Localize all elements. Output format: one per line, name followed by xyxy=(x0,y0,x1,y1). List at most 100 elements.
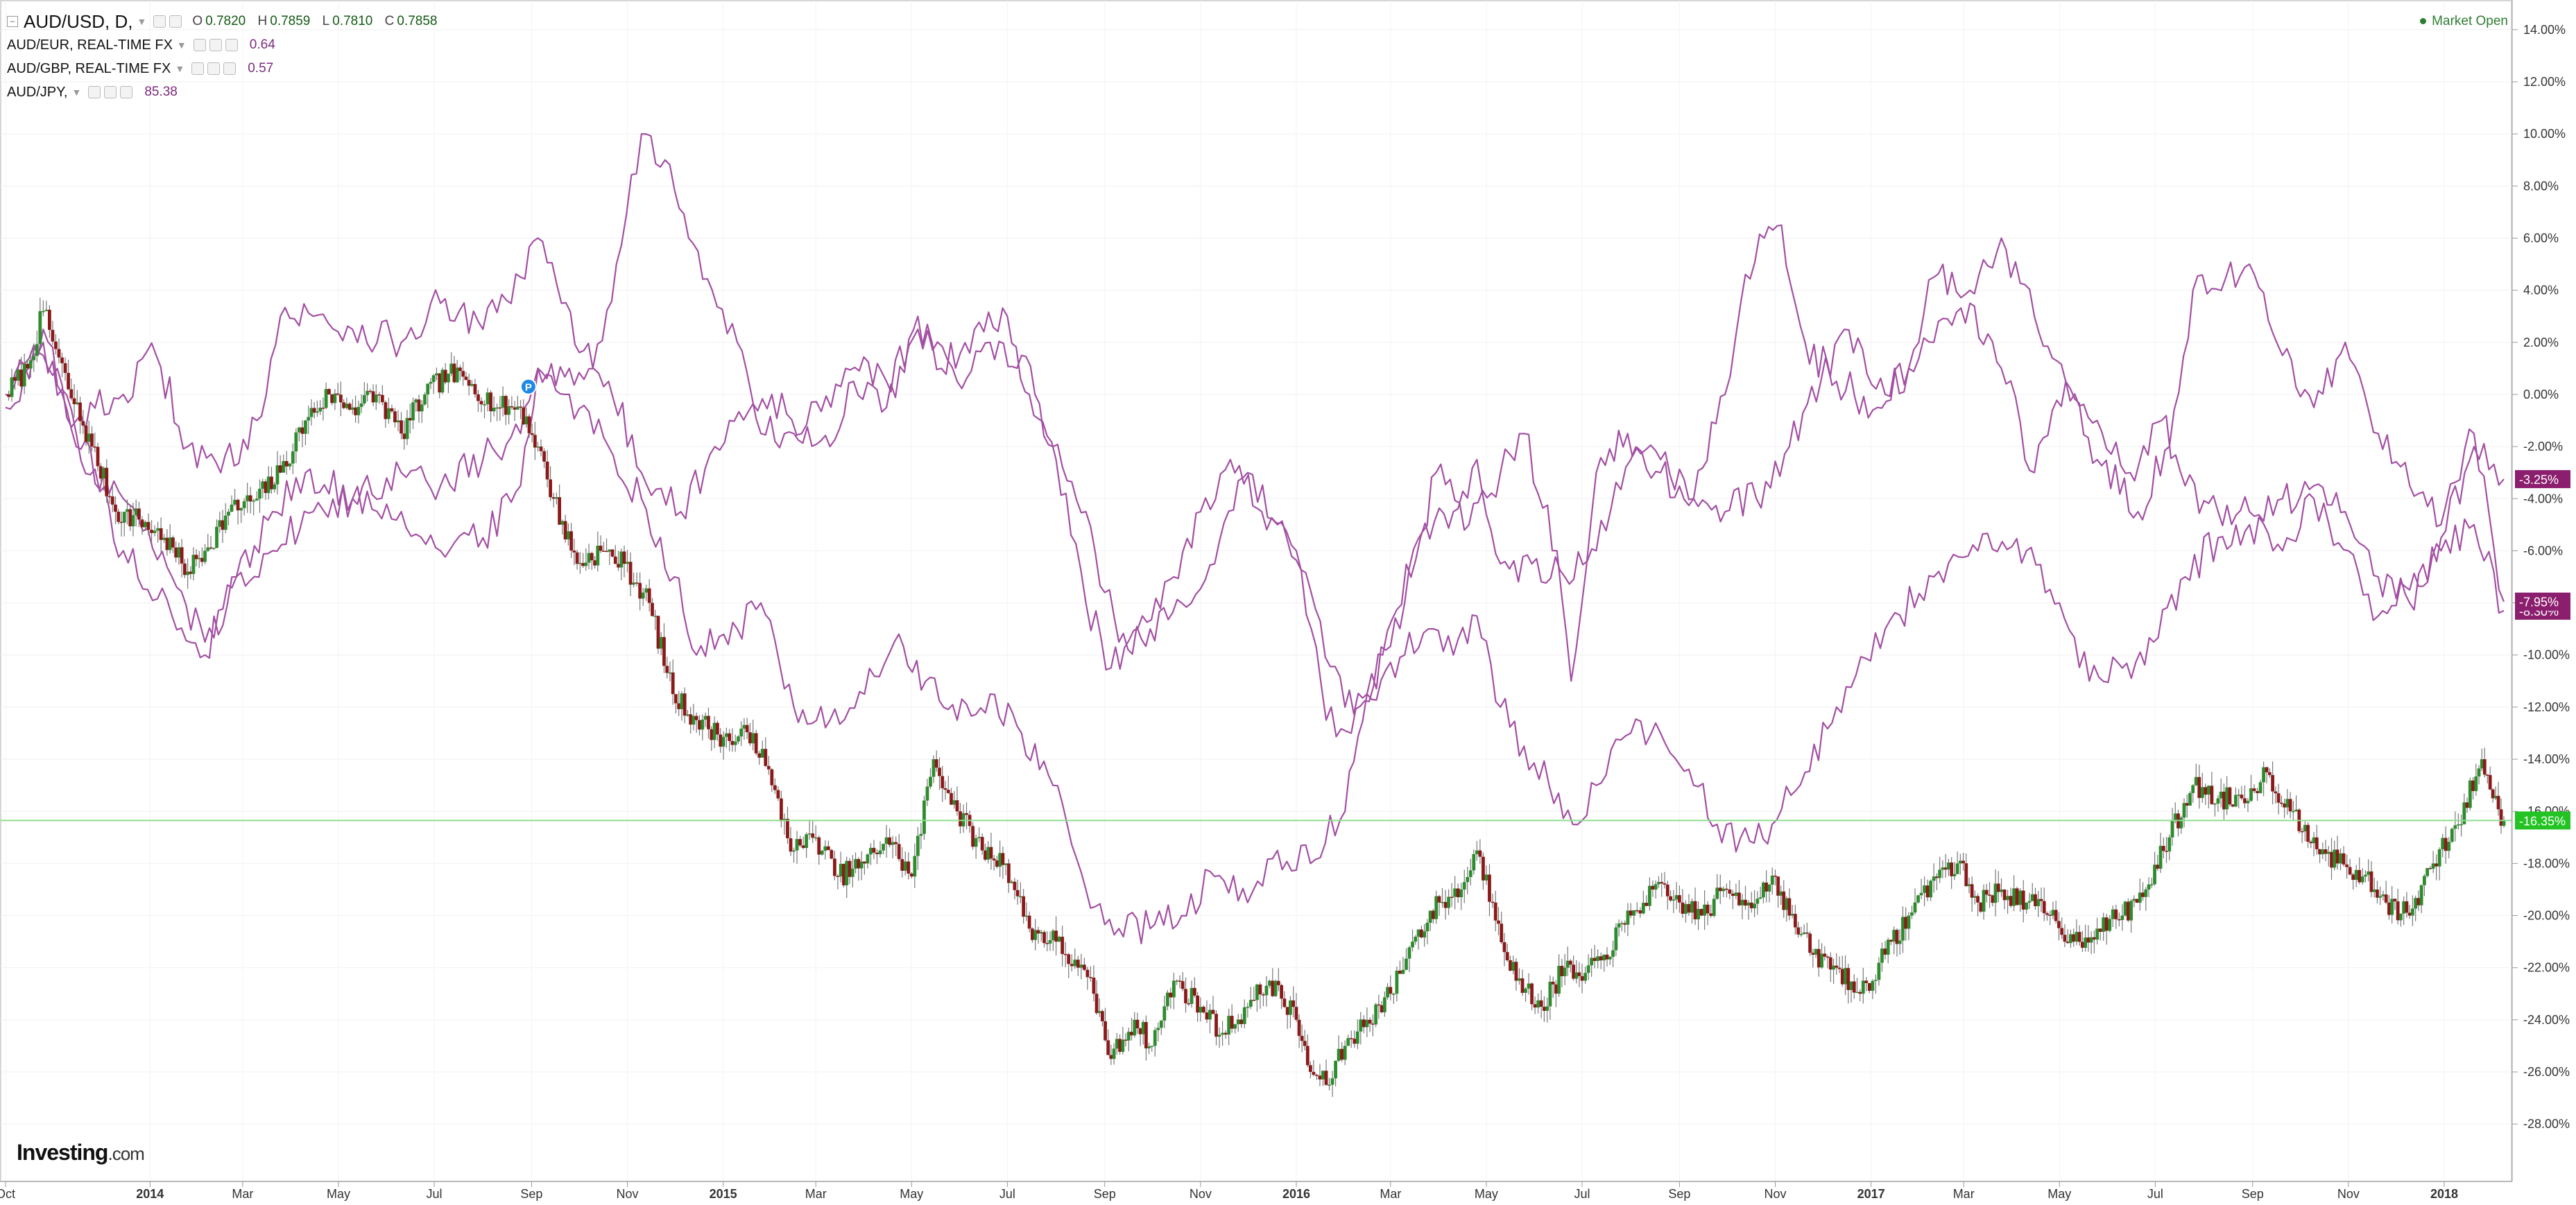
close-icon[interactable] xyxy=(120,86,133,98)
candle-body xyxy=(1443,901,1448,908)
candle-body xyxy=(473,383,477,395)
candle-body xyxy=(2111,909,2115,919)
candle-body xyxy=(1386,987,1389,998)
candle-body xyxy=(1300,1036,1304,1041)
eye-icon[interactable] xyxy=(153,15,166,28)
candle-body xyxy=(209,547,213,549)
candle-body xyxy=(1208,1009,1212,1020)
candle-body xyxy=(486,392,490,405)
candle-body xyxy=(766,765,771,770)
candle-body xyxy=(1382,997,1386,1013)
compare-symbol-gbp[interactable]: AUD/GBP, REAL-TIME FX xyxy=(7,60,171,76)
compare-value-gbp: 0.57 xyxy=(248,61,274,76)
event-markers[interactable]: P xyxy=(520,378,537,395)
compare-symbol-jpy[interactable]: AUD/JPY, xyxy=(7,84,68,100)
candle-body xyxy=(2204,787,2208,795)
candle-body xyxy=(168,537,172,551)
x-tick-label: 2018 xyxy=(2430,1187,2458,1201)
candle-body xyxy=(140,519,144,528)
candle-body xyxy=(144,521,147,528)
candle-body xyxy=(1097,1011,1101,1014)
candle-body xyxy=(1740,899,1744,905)
candle-body xyxy=(1343,1046,1347,1060)
candle-body xyxy=(2228,787,2232,805)
eye-icon[interactable] xyxy=(191,62,205,75)
candle-body xyxy=(1657,882,1660,885)
settings-icon[interactable] xyxy=(209,39,222,51)
chevron-down-icon[interactable]: ▼ xyxy=(176,40,187,51)
candle-body xyxy=(1826,956,1830,958)
collapse-legend-icon[interactable]: – xyxy=(7,16,18,27)
candle-body xyxy=(374,394,378,403)
y-tick-label: 12.00% xyxy=(2523,75,2566,89)
settings-icon[interactable] xyxy=(169,15,182,28)
candle-body xyxy=(2042,901,2046,914)
candle-body xyxy=(1669,896,1672,901)
candle-body xyxy=(1321,1070,1325,1080)
candle-body xyxy=(1305,1046,1310,1066)
eye-icon[interactable] xyxy=(88,86,101,98)
candle-body xyxy=(1337,1048,1341,1061)
candle-body xyxy=(26,363,30,369)
chevron-down-icon[interactable]: ▼ xyxy=(137,16,147,27)
candle-body xyxy=(22,363,26,387)
status-dot-icon xyxy=(2420,18,2427,25)
candle-body xyxy=(489,392,492,412)
candle-body xyxy=(1472,853,1476,871)
candle-body xyxy=(304,420,307,434)
candle-body xyxy=(1586,965,1590,973)
candle-body xyxy=(1109,1055,1113,1059)
candle-body xyxy=(1010,881,1014,883)
candle-body xyxy=(737,736,740,742)
candle-body xyxy=(770,769,774,786)
close-icon[interactable] xyxy=(225,39,238,51)
candle-body xyxy=(1572,964,1575,979)
settings-icon[interactable] xyxy=(104,86,117,98)
candle-body xyxy=(119,521,123,523)
candle-body xyxy=(72,398,76,404)
candle-body xyxy=(1776,876,1780,896)
candle-body xyxy=(1355,1031,1359,1044)
candle-body xyxy=(1340,1048,1344,1060)
candle-body xyxy=(2283,804,2287,808)
candle-body xyxy=(2393,899,2397,902)
candle-body xyxy=(51,329,55,342)
candle-body xyxy=(476,394,480,401)
candle-body xyxy=(455,367,459,383)
candle-body xyxy=(230,504,234,512)
candle-body xyxy=(1638,910,1642,914)
candle-body xyxy=(2000,889,2003,892)
candle-body xyxy=(2234,795,2238,807)
candle-body xyxy=(1828,957,1832,970)
candle-body xyxy=(396,420,400,423)
candle-body xyxy=(1764,882,1769,892)
candle-body xyxy=(1979,902,1983,912)
candle-body xyxy=(2222,791,2226,810)
compare-symbol-eur[interactable]: AUD/EUR, REAL-TIME FX xyxy=(7,37,173,53)
candle-body xyxy=(2104,917,2109,931)
settings-icon[interactable] xyxy=(207,62,221,75)
candle-body xyxy=(347,404,352,410)
candle-body xyxy=(1070,964,1074,966)
candle-body xyxy=(513,407,517,410)
candle-body xyxy=(2271,774,2275,792)
candle-body xyxy=(366,390,369,395)
candle-body xyxy=(698,720,701,730)
chevron-down-icon[interactable]: ▼ xyxy=(175,63,185,74)
candle-body xyxy=(2300,831,2304,833)
candle-body xyxy=(2036,899,2041,906)
close-icon[interactable] xyxy=(223,62,237,75)
candle-body xyxy=(2333,849,2337,868)
candle-body xyxy=(742,725,746,729)
candle-body xyxy=(438,373,442,393)
candle-body xyxy=(1932,876,1936,881)
eye-icon[interactable] xyxy=(193,39,206,51)
main-symbol[interactable]: AUD/USD, D, xyxy=(24,10,133,32)
candle-body xyxy=(934,759,938,768)
candle-body xyxy=(671,672,675,695)
candle-body xyxy=(1943,867,1948,870)
chevron-down-icon[interactable]: ▼ xyxy=(71,87,82,98)
candle-body xyxy=(1042,932,1046,944)
candle-body xyxy=(1663,883,1667,885)
